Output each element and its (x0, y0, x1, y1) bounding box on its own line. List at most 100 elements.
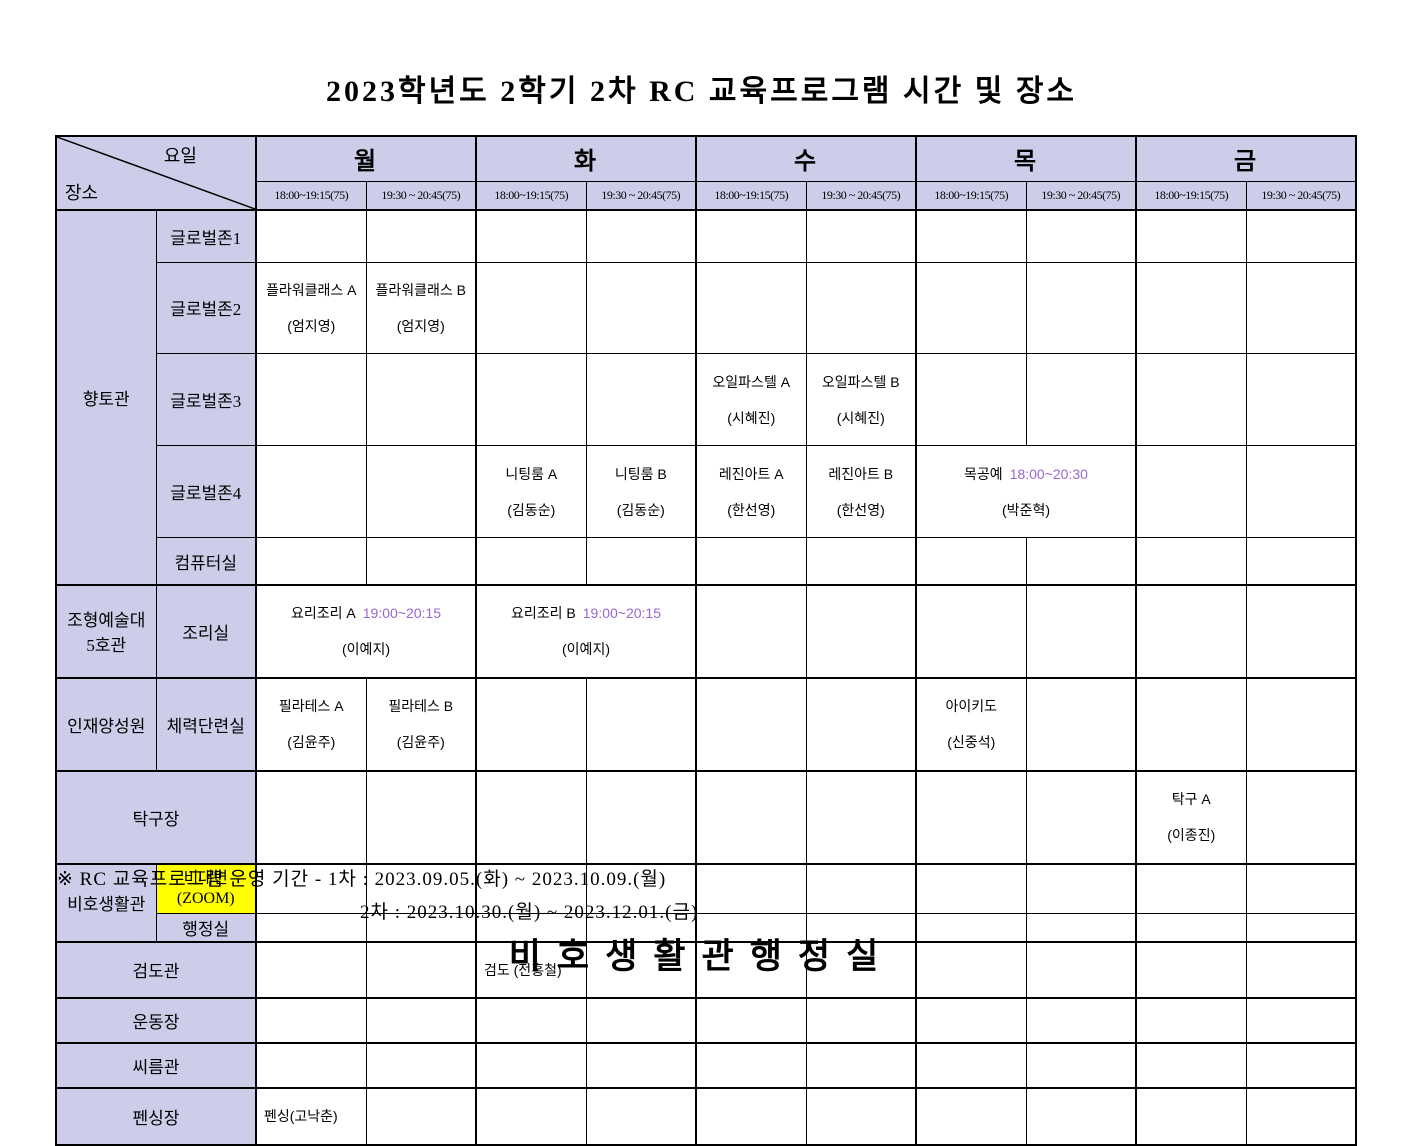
empty-cell (585, 997, 697, 1045)
cell-knitting-b: 니팅룸 B (김동순) (585, 445, 697, 539)
empty-cell (805, 997, 917, 1045)
empty-cell (1025, 1087, 1137, 1146)
empty-cell (585, 537, 697, 586)
empty-cell (915, 997, 1027, 1045)
cell-knitting-a: 니팅룸 A (김동순) (475, 445, 587, 539)
empty-cell (805, 537, 917, 586)
room-zoom-highlight: 비대면 (ZOOM) (155, 863, 257, 915)
empty-cell (365, 997, 477, 1045)
empty-cell (1135, 209, 1247, 263)
empty-cell (805, 863, 917, 915)
corner-header-cell: 요일 장소 (55, 135, 257, 211)
cell-kendo: 검도 (전홍철) (475, 941, 587, 1000)
empty-cell (915, 584, 1027, 679)
empty-cell (1245, 997, 1357, 1045)
day-header-wed: 수 (695, 135, 917, 182)
empty-cell (1025, 770, 1137, 865)
empty-cell (1025, 353, 1137, 447)
empty-cell (805, 770, 917, 865)
day-header-tue: 화 (475, 135, 697, 182)
room-fitness: 체력단련실 (155, 677, 257, 772)
cell-cooking-a: 요리조리 A 19:00~20:15 (이예지) (255, 584, 477, 679)
empty-cell (255, 770, 367, 865)
empty-cell (585, 677, 697, 772)
empty-cell (695, 1087, 807, 1146)
empty-cell (1135, 1087, 1247, 1146)
empty-cell (915, 1042, 1027, 1090)
empty-cell (805, 913, 917, 943)
empty-cell (1135, 445, 1247, 539)
cell-resinart-b: 레진아트 B (한선영) (805, 445, 917, 539)
empty-cell (1245, 1087, 1357, 1146)
empty-cell (1245, 445, 1357, 539)
empty-cell (365, 537, 477, 586)
empty-cell (1245, 584, 1357, 679)
empty-cell (1135, 261, 1247, 355)
empty-cell (585, 353, 697, 447)
empty-cell (365, 941, 477, 1000)
empty-cell (255, 1042, 367, 1090)
time-header-thu-2: 19:30 ~ 20:45(75) (1025, 180, 1137, 211)
empty-cell (365, 445, 477, 539)
empty-cell (365, 209, 477, 263)
table-row: 행정실 (56, 913, 1357, 943)
corner-place-label: 장소 (65, 183, 99, 203)
time-header-tue-1: 18:00~19:15(75) (475, 180, 587, 211)
empty-cell (805, 1087, 917, 1146)
empty-cell (365, 1042, 477, 1090)
empty-cell (915, 209, 1027, 263)
empty-cell (475, 1087, 587, 1146)
table-row: 인재양성원 체력단련실 필라테스 A (김윤주) 필라테스 B (김윤주) 아이… (55, 677, 1357, 772)
empty-cell (915, 941, 1027, 1000)
empty-cell (695, 677, 807, 772)
empty-cell (585, 1087, 697, 1146)
room-globalzone1: 글로벌존1 (155, 209, 257, 263)
room-ssireum: 씨름관 (55, 1042, 257, 1090)
table-row: 운동장 (55, 997, 1357, 1045)
time-header-tue-2: 19:30 ~ 20:45(75) (585, 180, 697, 211)
empty-cell (255, 445, 367, 539)
table-row: 18:00~19:15(75) 19:30 ~ 20:45(75) 18:00~… (56, 180, 1357, 211)
empty-cell (475, 770, 587, 865)
empty-cell (915, 353, 1027, 447)
empty-cell (1245, 537, 1357, 586)
room-kendo-hall: 검도관 (55, 941, 257, 1000)
empty-cell (1025, 1042, 1137, 1090)
table-row: 글로벌존4 니팅룸 A (김동순) 니팅룸 B (김동순) 레진아트 A (한선… (56, 445, 1357, 539)
room-fencing-hall: 펜싱장 (55, 1087, 257, 1146)
empty-cell (365, 770, 477, 865)
table-row: 조형예술대 5호관 조리실 요리조리 A 19:00~20:15 (이예지) 요리… (55, 584, 1357, 679)
empty-cell (475, 863, 587, 915)
empty-cell (1245, 353, 1357, 447)
empty-cell (1245, 1042, 1357, 1090)
empty-cell (1025, 863, 1137, 915)
empty-cell (1135, 1042, 1247, 1090)
empty-cell (365, 353, 477, 447)
program-period-note-1: ※ RC 교육프로그램 운영 기간 - 1차 : 2023.09.05.(화) … (57, 869, 667, 890)
empty-cell (915, 1087, 1027, 1146)
empty-cell (1135, 997, 1247, 1045)
empty-cell (255, 537, 367, 586)
building-hyangto: 향토관 (55, 209, 157, 586)
empty-cell (1025, 997, 1137, 1045)
empty-cell (1245, 913, 1357, 943)
empty-cell (1135, 941, 1247, 1000)
empty-cell (805, 584, 917, 679)
empty-cell (585, 770, 697, 865)
time-header-wed-2: 19:30 ~ 20:45(75) (805, 180, 917, 211)
time-header-wed-1: 18:00~19:15(75) (695, 180, 807, 211)
empty-cell (1245, 770, 1357, 865)
empty-cell (1135, 537, 1247, 586)
empty-cell (475, 1042, 587, 1090)
empty-cell (1025, 584, 1137, 679)
empty-cell (1245, 863, 1357, 915)
empty-cell (585, 261, 697, 355)
day-header-mon: 월 (255, 135, 477, 182)
empty-cell (255, 209, 367, 263)
cell-oilpastel-b: 오일파스텔 B (시혜진) (805, 353, 917, 447)
schedule-table: 요일 장소 월 화 수 목 금 18:00~19:15(75) 19:30 ~ … (55, 135, 1357, 1146)
empty-cell (475, 537, 587, 586)
empty-cell (1025, 677, 1137, 772)
program-period-note-2: 2차 : 2023.10.30.(월) ~ 2023.12.01.(금) (360, 902, 699, 923)
empty-cell (585, 1042, 697, 1090)
